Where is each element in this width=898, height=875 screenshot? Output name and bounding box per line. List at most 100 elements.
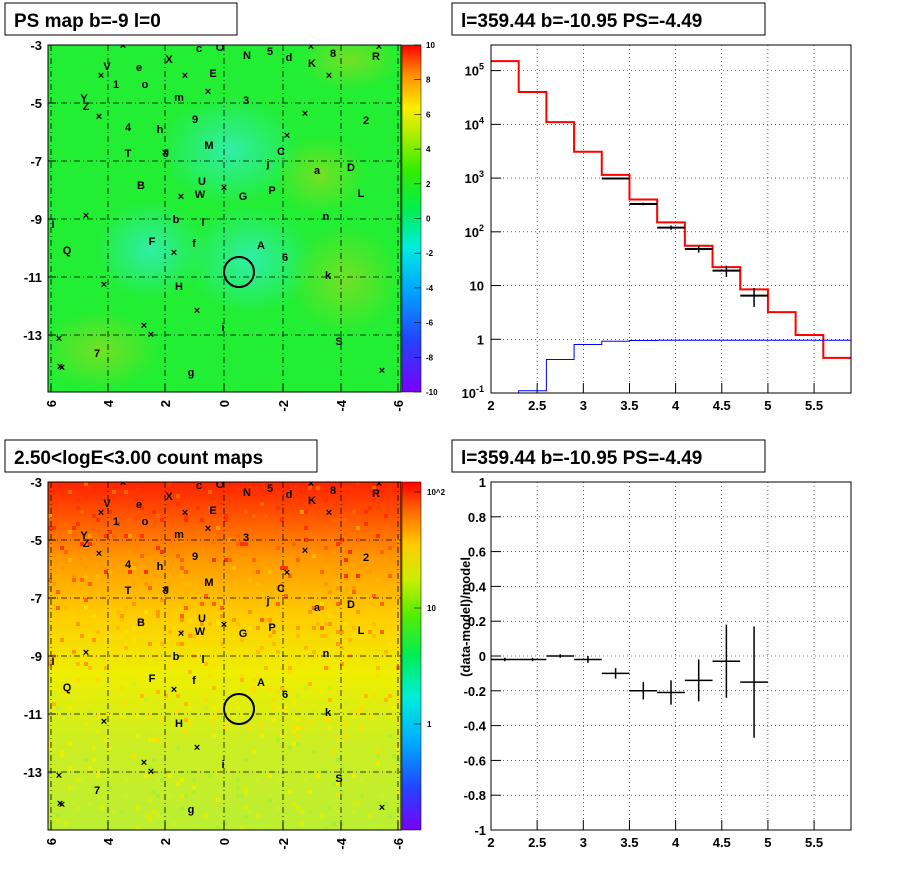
count-map-pixel [380, 494, 384, 498]
y-tick-label: 10-1 [462, 384, 484, 401]
count-map-pixel [328, 622, 332, 626]
count-map-pixel [68, 530, 72, 534]
count-map-pixel [288, 666, 292, 670]
count-map-pixel [328, 806, 332, 810]
source-label: H [175, 718, 183, 730]
count-map-pixel [288, 782, 292, 786]
count-map-pixel [292, 730, 296, 734]
count-map-pixel [180, 614, 184, 618]
source-label: P [268, 185, 275, 197]
count-map-pixel [276, 690, 280, 694]
count-map-pixel [136, 806, 140, 810]
count-map-pixel [180, 778, 184, 782]
count-map-pixel [88, 710, 92, 714]
count-map-pixel [296, 558, 300, 562]
count-map-pixel [284, 594, 288, 598]
source-label: J [163, 585, 169, 597]
count-map-pixel [60, 566, 64, 570]
count-map-pixel [168, 722, 172, 726]
source-label: A [257, 677, 265, 689]
count-map-pixel [356, 802, 360, 806]
source-cross-marker: × [98, 507, 104, 519]
count-map-pixel [124, 646, 128, 650]
count-map-pixel [56, 818, 60, 822]
colorbar-tick-label: 10 [426, 41, 435, 50]
y-tick-label: -7 [30, 591, 42, 606]
count-map-pixel [360, 794, 364, 798]
y-tick-label: 0.4 [468, 579, 487, 594]
source-label: a [314, 165, 321, 177]
residual-x-axis: 2 2.5 3 3.5 4 4.5 5 5.5 [487, 820, 823, 850]
count-map-pixel [332, 518, 336, 522]
count-map-pixel [332, 750, 336, 754]
count-map-pixel [84, 598, 88, 602]
count-map-pixel [216, 618, 220, 622]
source-label: T [125, 585, 132, 597]
count-map-pixel [120, 614, 124, 618]
count-map-pixel [68, 706, 72, 710]
count-map-pixel [292, 662, 296, 666]
source-cross-marker: × [57, 361, 63, 373]
count-map-pixel [344, 734, 348, 738]
x-tick-label: 5.5 [805, 398, 823, 413]
count-map-pixel [108, 530, 112, 534]
count-map-pixel [184, 730, 188, 734]
count-map-pixel [124, 702, 128, 706]
count-map-pixel [368, 714, 372, 718]
count-map-pixel [348, 686, 352, 690]
source-cross-marker: × [376, 41, 382, 53]
count-map-pixel [260, 618, 264, 622]
count-map-pixel [324, 826, 328, 830]
x-tick-label: 4 [672, 398, 680, 413]
source-label: k [325, 270, 332, 282]
count-map-pixel [156, 514, 160, 518]
source-cross-marker: × [376, 478, 382, 490]
count-map-pixel [332, 550, 336, 554]
source-label: j [265, 158, 269, 170]
count-map-pixel [112, 810, 116, 814]
count-map-pixel [52, 686, 56, 690]
count-map-pixel [364, 710, 368, 714]
count-map-pixel [300, 822, 304, 826]
count-map-pixel [260, 482, 264, 486]
count-map-pixel [336, 542, 340, 546]
count-map-pixel [252, 486, 256, 490]
spectrum-title: l=359.44 b=-10.95 PS=-4.49 [461, 11, 702, 32]
count-map-pixel [268, 686, 272, 690]
count-map-pixel [336, 738, 340, 742]
source-label: K [308, 58, 316, 70]
y-tick-label: -11 [24, 707, 42, 722]
x-tick-label: 4.5 [713, 398, 731, 413]
source-label: E [209, 68, 216, 80]
count-map-pixel [312, 498, 316, 502]
colorbar-tick-label: 10 [427, 604, 436, 613]
count-map-pixel [92, 746, 96, 750]
count-map-pixel [328, 590, 332, 594]
colorbar-tick-label: -4 [426, 284, 434, 293]
count-map-pixel [244, 814, 248, 818]
count-map-pixel [284, 706, 288, 710]
count-map-pixel [136, 674, 140, 678]
count-map-pixel [296, 734, 300, 738]
count-map-pixel [356, 526, 360, 530]
count-map-pixel [92, 614, 96, 618]
count-map-pixel [332, 822, 336, 826]
count-map-pixel [312, 782, 316, 786]
count-map-pixel [132, 590, 136, 594]
count-map-pixel [204, 698, 208, 702]
count-map-pixel [52, 694, 56, 698]
count-map-pixel [132, 602, 136, 606]
count-map-pixel [152, 510, 156, 514]
panel-spectrum: 10-1 1 10 102 103 104 105 2 2.5 3 3.5 4 4.5 5 5.5 l=3… [451, 2, 852, 413]
count-map-pixel [320, 602, 324, 606]
count-map-pixel [372, 586, 376, 590]
count-map-pixel [160, 518, 164, 522]
count-map-pixel [380, 630, 384, 634]
count-map-pixel [260, 646, 264, 650]
count-map-pixel [112, 678, 116, 682]
count-map-pixel [180, 618, 184, 622]
count-map-pixel [168, 630, 172, 634]
source-cross-marker: × [379, 802, 385, 814]
count-map-pixel [60, 734, 64, 738]
count-map-pixel [344, 518, 348, 522]
